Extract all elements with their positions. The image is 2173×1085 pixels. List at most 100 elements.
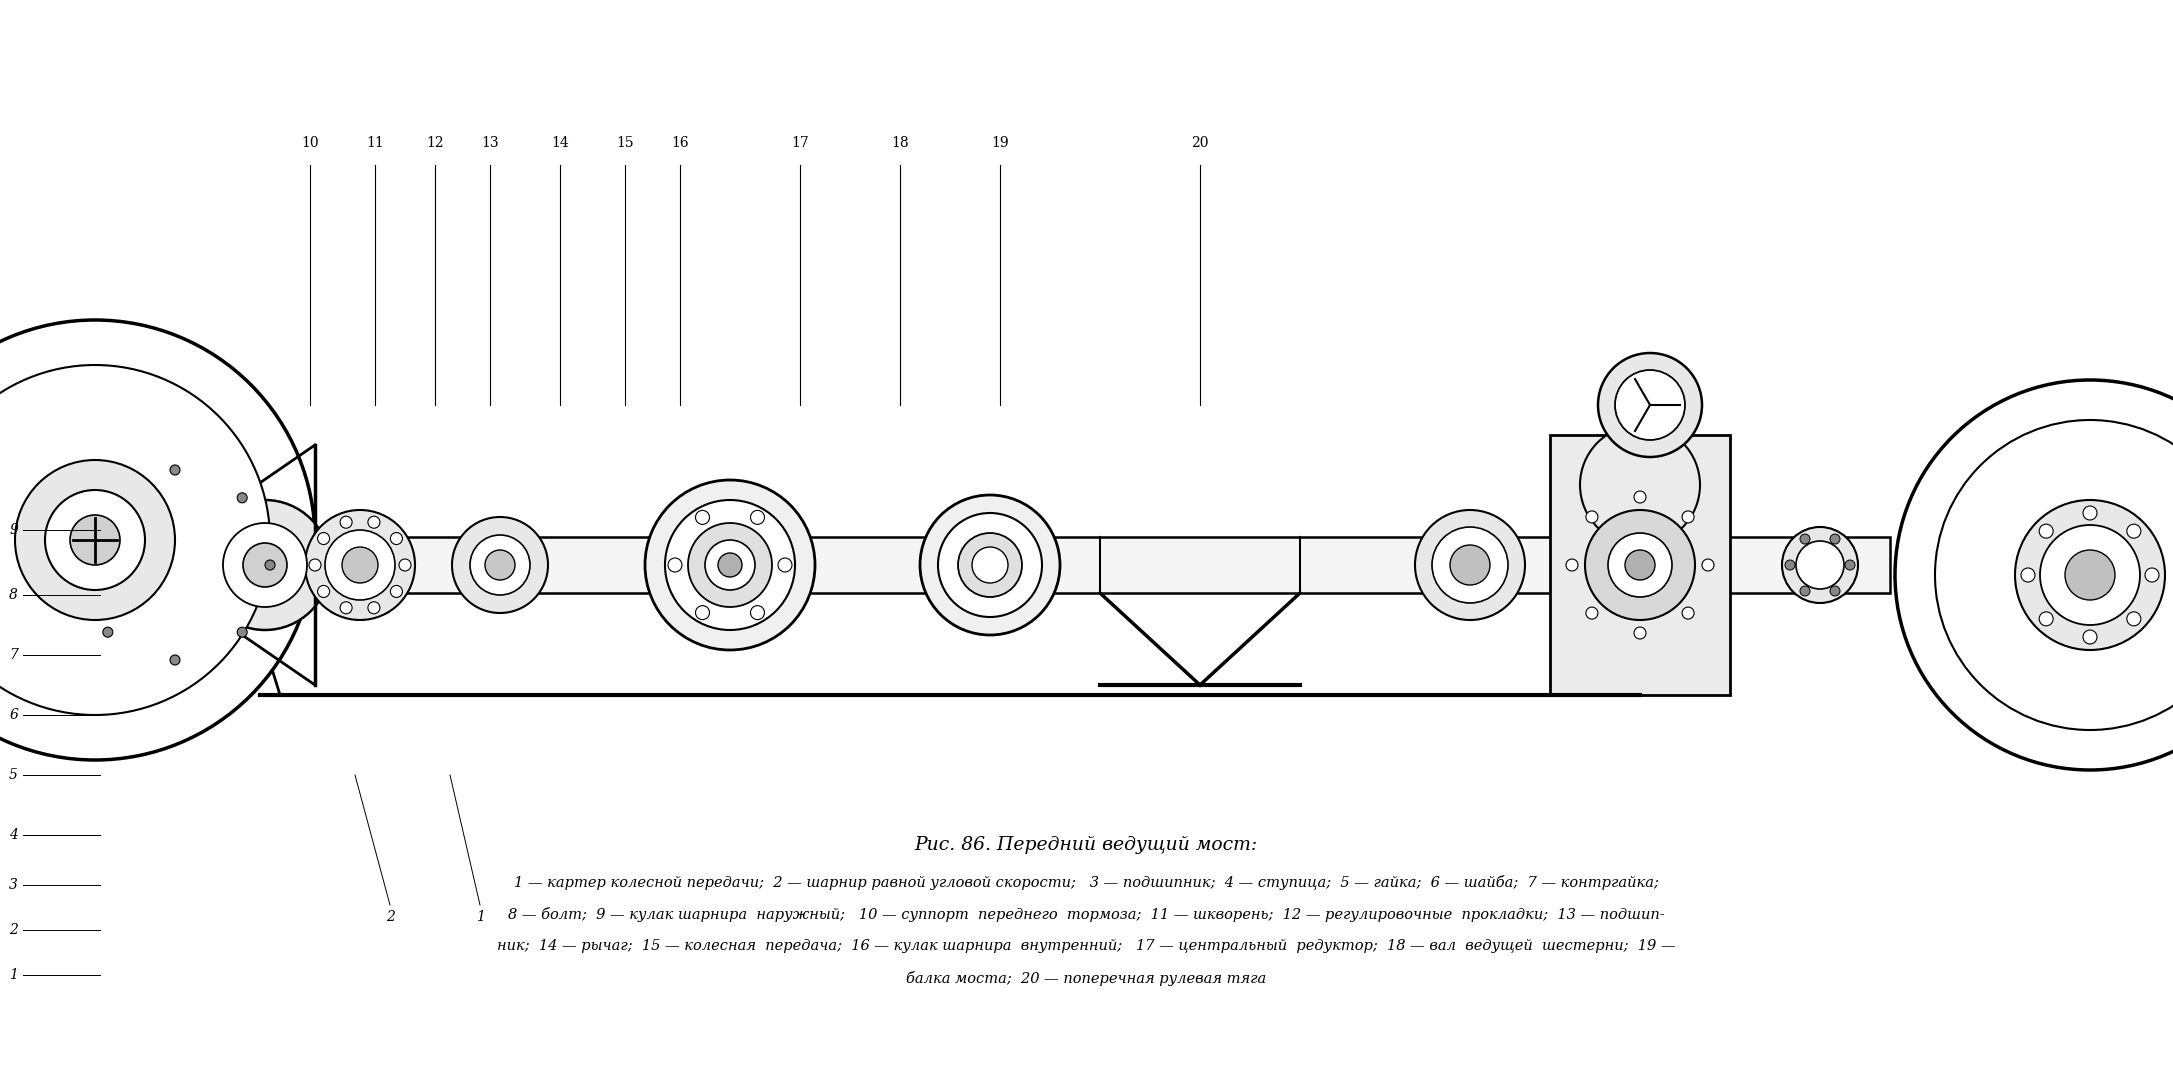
Text: 1 — картер колесной передачи;  2 — шарнир равной угловой скорости;   3 — подшипн: 1 — картер колесной передачи; 2 — шарнир… — [513, 875, 1658, 890]
Circle shape — [224, 523, 306, 607]
Circle shape — [2040, 525, 2140, 625]
Circle shape — [317, 533, 330, 545]
Circle shape — [1432, 527, 1508, 603]
Circle shape — [200, 500, 330, 630]
Circle shape — [1634, 492, 1645, 503]
Circle shape — [341, 602, 352, 614]
Text: 18: 18 — [891, 136, 908, 150]
Circle shape — [1799, 534, 1810, 544]
Text: 11: 11 — [365, 136, 385, 150]
Text: 10: 10 — [302, 136, 319, 150]
Circle shape — [665, 500, 795, 630]
Circle shape — [309, 559, 322, 571]
Circle shape — [1799, 586, 1810, 596]
Circle shape — [102, 627, 113, 637]
Circle shape — [89, 480, 261, 650]
Circle shape — [367, 602, 380, 614]
Circle shape — [0, 320, 315, 760]
Circle shape — [645, 480, 815, 650]
Circle shape — [750, 605, 765, 620]
Circle shape — [919, 495, 1060, 635]
Text: 4: 4 — [9, 828, 17, 842]
Circle shape — [2084, 630, 2097, 644]
Circle shape — [1682, 511, 1695, 523]
Circle shape — [1895, 380, 2173, 770]
Circle shape — [695, 605, 711, 620]
Circle shape — [1830, 586, 1841, 596]
Text: 2: 2 — [9, 923, 17, 937]
Circle shape — [667, 558, 682, 572]
Circle shape — [400, 559, 411, 571]
Text: 19: 19 — [991, 136, 1008, 150]
Bar — [250, 537, 1891, 593]
Circle shape — [1415, 510, 1525, 620]
Circle shape — [391, 586, 402, 598]
Circle shape — [1449, 545, 1491, 585]
Text: 7: 7 — [9, 648, 17, 662]
Circle shape — [1567, 559, 1578, 571]
Text: 9: 9 — [9, 523, 17, 537]
Circle shape — [1784, 560, 1795, 570]
Text: 16: 16 — [671, 136, 689, 150]
Text: 8 — болт;  9 — кулак шарнира  наружный;   10 — суппорт  переднего  тормоза;  11 : 8 — болт; 9 — кулак шарнира наружный; 10… — [508, 906, 1665, 921]
Circle shape — [1608, 533, 1671, 597]
Circle shape — [2038, 612, 2053, 626]
Circle shape — [704, 540, 754, 590]
Text: 15: 15 — [617, 136, 635, 150]
Circle shape — [1586, 511, 1597, 523]
Circle shape — [1830, 534, 1841, 544]
Circle shape — [15, 460, 176, 620]
Circle shape — [367, 516, 380, 528]
Circle shape — [2014, 500, 2164, 650]
Circle shape — [237, 493, 248, 502]
Text: 12: 12 — [426, 136, 443, 150]
Text: 13: 13 — [480, 136, 500, 150]
Text: 14: 14 — [552, 136, 569, 150]
Circle shape — [452, 516, 548, 613]
Circle shape — [958, 533, 1021, 597]
Circle shape — [341, 547, 378, 583]
Circle shape — [2021, 569, 2034, 582]
Circle shape — [1682, 608, 1695, 620]
Circle shape — [750, 510, 765, 524]
Circle shape — [391, 533, 402, 545]
Circle shape — [778, 558, 791, 572]
Circle shape — [971, 547, 1008, 583]
Circle shape — [70, 515, 120, 565]
Circle shape — [1580, 425, 1699, 545]
Circle shape — [717, 553, 741, 577]
Text: 20: 20 — [1191, 136, 1208, 150]
Circle shape — [2084, 506, 2097, 520]
Circle shape — [1615, 370, 1684, 441]
Circle shape — [2145, 569, 2160, 582]
Circle shape — [76, 560, 85, 570]
Text: Рис. 86. Передний ведущий мост:: Рис. 86. Передний ведущий мост: — [915, 837, 1258, 854]
Circle shape — [1845, 560, 1856, 570]
Circle shape — [1634, 627, 1645, 639]
Circle shape — [46, 490, 146, 590]
Circle shape — [1934, 420, 2173, 730]
Circle shape — [2064, 550, 2114, 600]
Circle shape — [304, 510, 415, 620]
Circle shape — [169, 465, 180, 475]
Circle shape — [2127, 524, 2140, 538]
Circle shape — [695, 510, 711, 524]
Text: ник;  14 — рычаг;  15 — колесная  передача;  16 — кулак шарнира  внутренний;   1: ник; 14 — рычаг; 15 — колесная передача;… — [498, 939, 1675, 953]
Text: 1: 1 — [9, 968, 17, 982]
Text: 5: 5 — [9, 768, 17, 782]
Circle shape — [1584, 510, 1695, 620]
Circle shape — [1782, 527, 1858, 603]
Circle shape — [65, 455, 285, 675]
Circle shape — [237, 627, 248, 637]
Circle shape — [169, 655, 180, 665]
Circle shape — [326, 529, 395, 600]
Circle shape — [1625, 550, 1656, 580]
Circle shape — [689, 523, 771, 607]
Circle shape — [102, 493, 113, 502]
Bar — [1549, 435, 1730, 695]
Circle shape — [1797, 541, 1845, 589]
Text: 17: 17 — [791, 136, 808, 150]
Circle shape — [1586, 608, 1597, 620]
Circle shape — [317, 586, 330, 598]
Text: 6: 6 — [9, 709, 17, 722]
